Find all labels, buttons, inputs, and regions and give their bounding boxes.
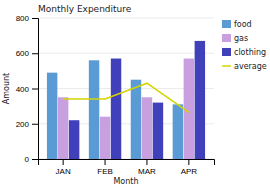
legend-swatch xyxy=(222,65,231,67)
axis-line xyxy=(32,19,39,160)
grid-line xyxy=(38,18,214,19)
grid xyxy=(38,18,214,159)
tick-label: FEB xyxy=(97,167,113,176)
bar-series xyxy=(58,59,194,159)
line xyxy=(63,83,189,112)
tick: 400 xyxy=(16,85,38,94)
legend-item: gas xyxy=(222,34,248,43)
bar xyxy=(195,41,205,159)
bar-series xyxy=(69,41,205,159)
grid-line xyxy=(38,53,214,54)
tick-label: JAN xyxy=(56,167,71,176)
bar xyxy=(100,117,110,159)
x-axis-title: Month xyxy=(113,177,138,186)
bar xyxy=(69,120,79,159)
title: Monthly Expenditure xyxy=(38,4,132,14)
tick-mark xyxy=(32,89,38,90)
legend-swatch xyxy=(222,34,231,42)
tick: FEB xyxy=(97,159,113,176)
legend-item: clothing xyxy=(222,48,266,57)
bar xyxy=(58,97,68,159)
tick-label: 800 xyxy=(16,14,30,23)
y-axis: 0 200 400 600 800 xyxy=(16,14,39,164)
tick-label: 600 xyxy=(16,49,30,58)
tick-mark xyxy=(32,159,38,160)
bar xyxy=(153,103,163,159)
legend-swatch xyxy=(222,20,231,28)
tick-mark xyxy=(32,53,38,54)
tick-mark xyxy=(63,159,64,165)
tick-mark xyxy=(188,159,189,165)
chart: 0 200 400 600 800 JAN FEB MAR APR Monthly Expendi… xyxy=(0,0,270,187)
bar xyxy=(47,73,57,159)
bar xyxy=(184,59,194,159)
tick: APR xyxy=(181,159,198,176)
legend-label: gas xyxy=(234,34,248,43)
bar xyxy=(111,59,121,159)
legend-swatch xyxy=(222,48,231,56)
bar xyxy=(89,60,99,159)
tick: 600 xyxy=(16,49,38,58)
bar xyxy=(173,104,183,159)
x-axis: JAN FEB MAR APR xyxy=(39,159,215,176)
legend-label: average xyxy=(234,62,267,71)
tick-label: MAR xyxy=(138,167,156,176)
tick: 800 xyxy=(16,14,38,23)
tick-mark xyxy=(146,159,147,165)
bar xyxy=(131,80,141,159)
tick-mark xyxy=(32,18,38,19)
tick: 0 xyxy=(25,155,38,164)
legend-item: food xyxy=(222,20,252,29)
tick: JAN xyxy=(56,159,71,176)
tick-label: 400 xyxy=(16,85,30,94)
axis-line xyxy=(39,160,215,166)
legend-item: average xyxy=(222,62,267,71)
tick: 200 xyxy=(16,120,38,129)
tick-label: 200 xyxy=(16,120,30,129)
legend-label: clothing xyxy=(234,48,266,57)
bar xyxy=(142,97,152,159)
tick-label: 0 xyxy=(25,155,30,164)
legend-label: food xyxy=(234,20,252,29)
legend: food gas clothing average xyxy=(222,20,267,71)
y-axis-title: Amount xyxy=(2,73,11,104)
tick-label: APR xyxy=(181,167,198,176)
tick-mark xyxy=(32,124,38,125)
plot: 0 200 400 600 800 JAN FEB MAR APR xyxy=(16,14,215,176)
tick-mark xyxy=(105,159,106,165)
tick: MAR xyxy=(138,159,156,176)
marks xyxy=(47,41,205,159)
